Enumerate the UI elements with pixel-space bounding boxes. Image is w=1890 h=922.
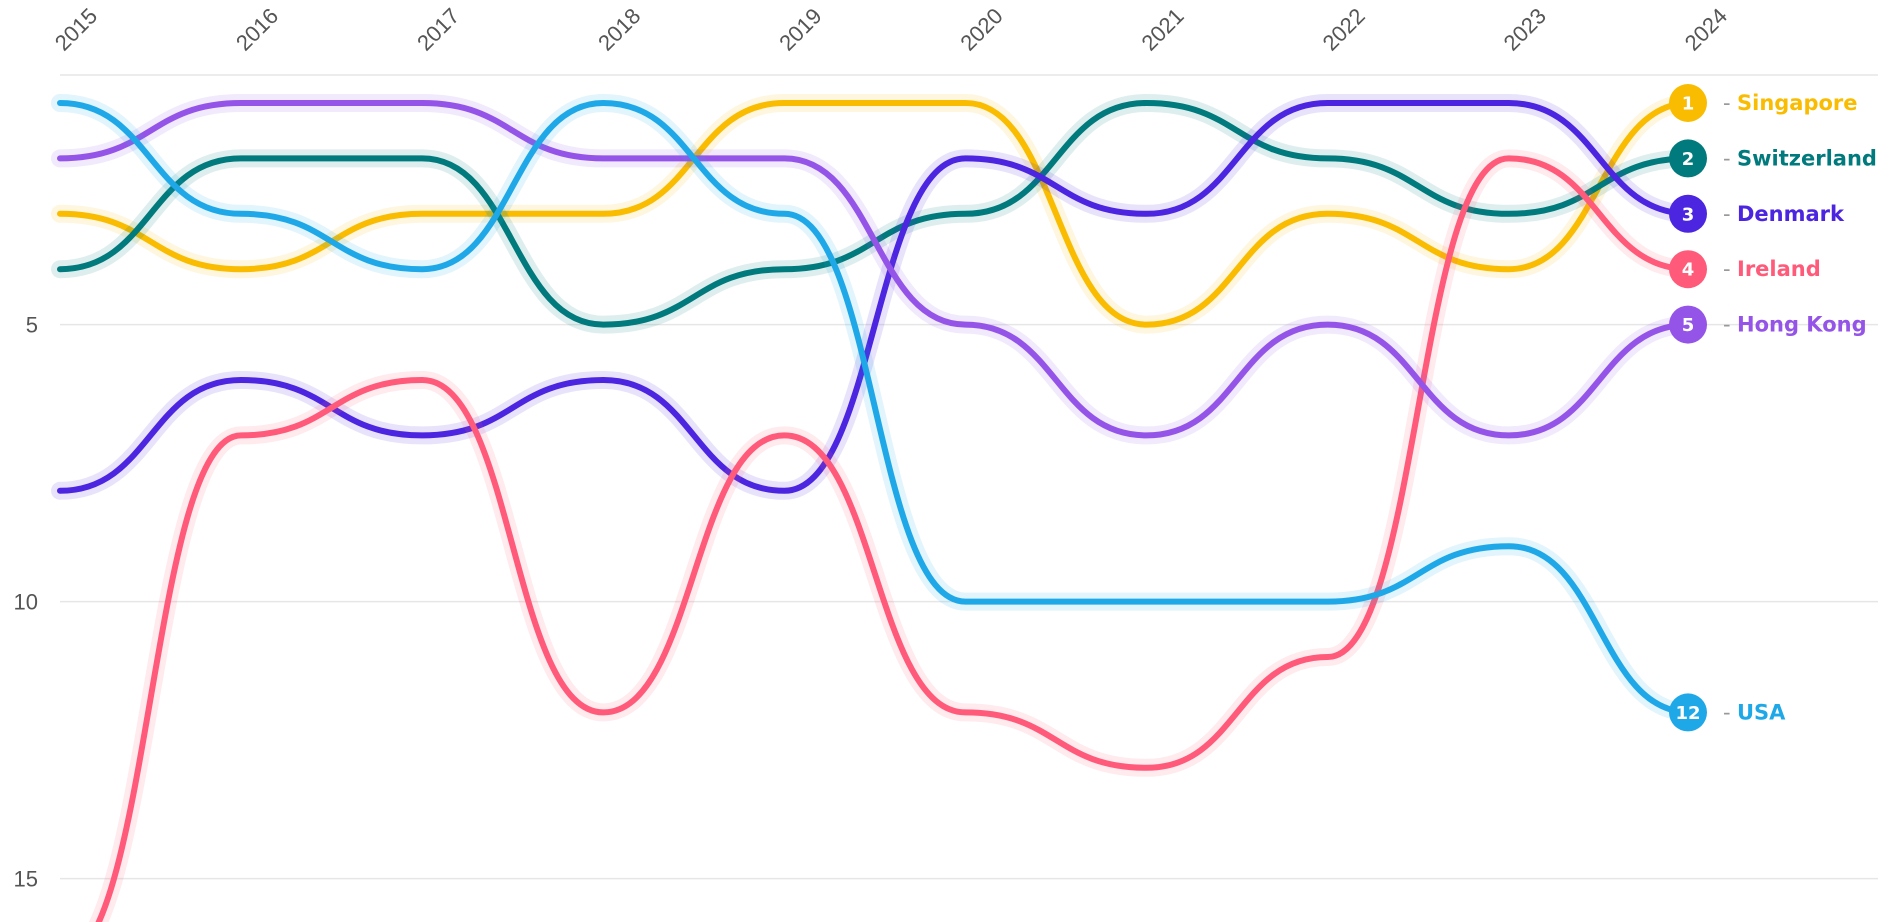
label-dash: - [1723,257,1731,281]
rank-badge-text: 5 [1682,315,1695,336]
rank-badge-ireland [1669,250,1707,289]
x-tick-label: 2020 [955,3,1007,55]
series-line-ireland [95,155,1693,922]
y-tick-label: 15 [14,867,38,892]
x-tick-label: 2017 [412,3,464,55]
rank-badge-usa [1669,693,1707,732]
series-line-hong-kong [57,99,1693,439]
label-dash: - [1723,202,1731,226]
x-axis: 2015 2016 2017 2018 2019 2020 2021 2022 2023 2024 [50,3,1732,55]
series-line-switzerland [57,100,1693,328]
label-dash: - [1723,146,1731,170]
x-tick-label: 2018 [593,3,645,55]
x-tick-label: 2022 [1318,3,1370,55]
label-dash: - [1723,91,1731,115]
series-lines [51,93,1699,922]
x-tick-label: 2024 [1680,3,1732,55]
x-tick-label: 2021 [1136,3,1188,55]
series-label-ireland: Ireland [1737,257,1821,281]
rank-badge-hong-kong [1669,305,1707,344]
x-tick-label: 2019 [774,3,826,55]
rank-badge-text: 12 [1675,703,1700,724]
rank-badge-text: 3 [1682,204,1695,225]
x-tick-label: 2015 [50,3,102,55]
rank-badge-text: 2 [1682,149,1695,170]
series-line-usa [57,100,1693,716]
rank-badge-text: 1 [1682,94,1695,115]
x-tick-label: 2016 [231,3,283,55]
label-dash: - [1723,313,1731,337]
series-label-singapore: Singapore [1737,91,1858,115]
series-label-denmark: Denmark [1737,202,1845,226]
gridlines [60,74,1878,880]
rank-badge-denmark [1669,194,1707,233]
label-dash: - [1723,700,1731,724]
y-tick-label: 10 [14,590,38,615]
y-axis: 5 10 15 [14,313,38,892]
y-tick-label: 5 [26,313,38,338]
series-label-switzerland: Switzerland [1737,146,1877,170]
rank-badge-switzerland [1669,139,1707,178]
series-line-singapore [57,99,1693,328]
series-label-usa: USA [1737,700,1786,724]
rank-badge-text: 4 [1682,260,1695,281]
series-label-hong-kong: Hong Kong [1737,313,1867,337]
x-tick-label: 2023 [1499,3,1551,55]
rank-badge-singapore [1669,84,1707,122]
